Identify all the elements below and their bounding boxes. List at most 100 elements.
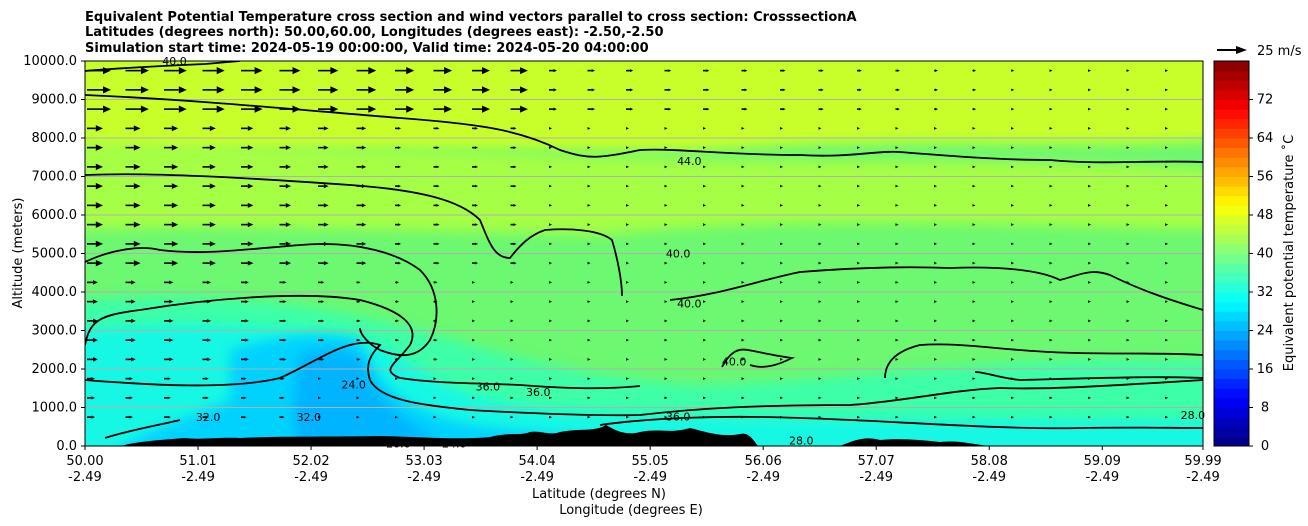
wind-arrow: [1126, 107, 1130, 111]
wind-arrow: [1126, 300, 1130, 303]
wind-arrow: [818, 261, 822, 265]
wind-arrow: [472, 165, 478, 169]
wind-arrow: [626, 165, 629, 169]
wind-arrow: [241, 280, 249, 284]
x-tick-label-latitude: 53.03: [405, 454, 442, 469]
wind-arrow: [125, 105, 149, 113]
wind-arrow: [1165, 184, 1168, 188]
wind-arrow: [433, 146, 440, 149]
wind-arrow: [87, 240, 103, 248]
contour-line: [85, 341, 1203, 417]
wind-arrow: [279, 105, 301, 113]
wind-arrow: [934, 127, 937, 130]
wind-arrow: [241, 357, 249, 361]
y-tick-label: 3000.0: [32, 324, 78, 339]
wind-arrow: [279, 241, 291, 247]
colorbar-segment: [1214, 426, 1249, 437]
wind-arrow: [241, 319, 249, 323]
wind-arrow: [433, 86, 453, 94]
wind-arrow: [1088, 107, 1091, 111]
colorbar-segment: [1214, 417, 1249, 428]
wind-arrow: [895, 127, 899, 130]
wind-arrow: [549, 261, 552, 265]
colorbar-segment: [1214, 99, 1249, 110]
contour-label: 40.0: [722, 355, 747, 368]
wind-arrow: [279, 67, 301, 75]
wind-arrow: [318, 86, 339, 94]
wind-arrow: [1011, 146, 1014, 149]
wind-arrow: [818, 184, 822, 188]
wind-arrow: [895, 358, 899, 361]
wind-arrow: [934, 319, 937, 323]
y-tick-label: 9000.0: [32, 93, 78, 108]
wind-arrow: [433, 223, 440, 226]
wind-arrow: [202, 338, 212, 342]
contour-label: 28.0: [789, 435, 814, 448]
wind-arrow: [1049, 223, 1053, 226]
wind-arrow: [549, 165, 552, 169]
y-tick-label: 6000.0: [32, 208, 78, 223]
wind-arrow: [780, 146, 783, 149]
wind-arrow: [1011, 242, 1014, 246]
wind-arrow: [703, 377, 706, 380]
wind-arrow: [510, 319, 514, 323]
wind-arrow: [664, 396, 668, 400]
wind-arrow: [549, 69, 557, 73]
wind-arrow: [279, 164, 291, 170]
wind-arrow: [202, 396, 209, 400]
wind-arrow: [1049, 242, 1053, 246]
wind-arrow: [1049, 281, 1053, 284]
wind-arrow: [202, 357, 212, 362]
wind-arrow: [549, 146, 552, 149]
x-tick-label-longitude: -2.49: [68, 470, 102, 485]
colorbar-segment: [1214, 234, 1249, 245]
wind-arrow: [318, 396, 321, 400]
wind-arrow: [125, 299, 136, 304]
wind-arrow: [318, 183, 329, 189]
wind-arrow: [1126, 165, 1130, 169]
wind-arrow: [895, 300, 899, 303]
wind-arrow: [395, 105, 415, 113]
wind-arrow: [818, 396, 822, 400]
wind-arrow: [780, 377, 783, 380]
wind-arrow: [87, 221, 103, 228]
wind-arrow: [549, 358, 552, 361]
wind-arrow: [1088, 242, 1091, 246]
wind-arrow: [318, 338, 325, 342]
wind-arrow: [934, 338, 937, 342]
colorbar-segment: [1214, 176, 1249, 187]
wind-arrow: [626, 281, 629, 284]
wind-arrow: [510, 261, 517, 265]
wind-arrow: [125, 396, 133, 400]
wind-arrow: [626, 261, 629, 265]
wind-arrow: [241, 164, 254, 170]
wind-arrow: [356, 222, 367, 227]
wind-arrow: [741, 184, 745, 188]
contour-label: 40.0: [677, 298, 702, 311]
wind-arrow: [472, 105, 490, 113]
wind-arrow: [125, 280, 136, 285]
x-tick-label-longitude: -2.49: [859, 470, 893, 485]
wind-arrow: [125, 202, 141, 209]
wind-arrow: [972, 358, 976, 361]
contour-label: 44.0: [677, 155, 702, 168]
wind-arrow: [972, 146, 976, 149]
plot-area: [85, 61, 1203, 446]
wind-arrow: [510, 165, 517, 169]
wind-arrow: [164, 338, 174, 343]
contour-label: 24.0: [442, 438, 467, 451]
wind-arrow: [1049, 204, 1053, 207]
wind-arrow: [1011, 204, 1014, 207]
wind-arrow: [510, 184, 517, 188]
x-tick-label-latitude: 50.00: [66, 454, 103, 469]
wind-arrow: [818, 223, 822, 226]
wind-arrow: [587, 300, 591, 303]
wind-arrow: [1011, 261, 1014, 265]
field-upper-mid-band: [85, 140, 1203, 235]
wind-arrow: [395, 223, 401, 226]
wind-arrow: [1011, 184, 1014, 188]
wind-arrow: [549, 300, 552, 303]
wind-arrow: [1049, 338, 1053, 342]
wind-arrow: [741, 281, 745, 284]
wind-arrow: [1011, 107, 1015, 111]
